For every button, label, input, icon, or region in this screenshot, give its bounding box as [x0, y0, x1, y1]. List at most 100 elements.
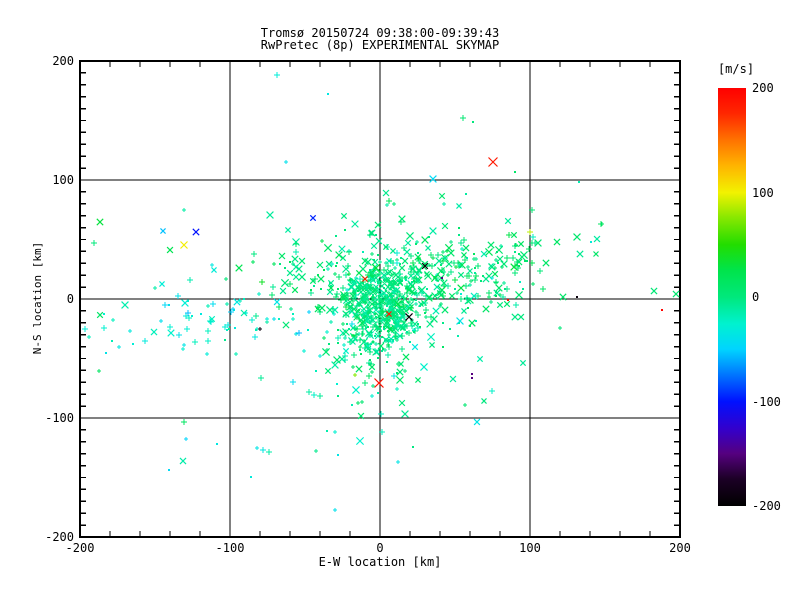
- data-point-plus: [386, 279, 392, 285]
- data-point-dot: [514, 251, 516, 253]
- data-point-plus: [311, 392, 317, 398]
- data-point-plus: [446, 273, 450, 277]
- data-point-cross: [353, 313, 361, 321]
- data-point-plus: [410, 260, 416, 266]
- data-point-plus: [370, 324, 376, 330]
- data-point-plus: [333, 508, 337, 512]
- data-point-plus: [414, 302, 418, 306]
- data-point-plus: [184, 326, 190, 332]
- data-point-plus: [379, 429, 385, 435]
- data-point-dot: [419, 326, 421, 328]
- data-point-plus: [272, 262, 276, 266]
- data-point-dot: [168, 304, 170, 306]
- data-point-dot: [578, 181, 580, 183]
- data-point-cross: [481, 398, 487, 404]
- data-point-plus: [185, 310, 191, 316]
- data-point-plus: [435, 252, 441, 258]
- data-point-cross: [179, 457, 187, 465]
- data-point-plus: [354, 276, 358, 280]
- data-point-cross: [327, 284, 335, 292]
- data-point-plus: [404, 275, 408, 279]
- data-point-cross: [415, 266, 423, 274]
- data-point-cross: [121, 301, 129, 309]
- data-point-plus: [181, 419, 187, 425]
- data-point-plus: [238, 299, 242, 303]
- data-point-dot: [372, 277, 374, 279]
- data-point-plus: [373, 323, 377, 327]
- data-point-dot: [362, 282, 364, 284]
- data-point-plus: [378, 291, 384, 297]
- data-point-cross: [355, 308, 361, 314]
- data-point-dot: [396, 297, 398, 299]
- data-point-plus: [306, 389, 312, 395]
- data-point-cross: [368, 363, 376, 371]
- data-point-dot: [327, 93, 329, 95]
- data-point-cross: [432, 307, 440, 315]
- data-point-cross: [398, 264, 406, 272]
- data-point-plus: [385, 352, 391, 358]
- data-point-plus: [231, 307, 235, 311]
- data-point-dot: [370, 331, 372, 333]
- data-point-cross: [441, 222, 449, 230]
- data-point-dot: [409, 341, 411, 343]
- data-point-plus: [367, 349, 373, 355]
- data-point-plus: [400, 276, 404, 280]
- data-point-plus: [441, 250, 445, 254]
- data-point-cross: [482, 305, 490, 313]
- data-point-plus: [494, 281, 498, 285]
- data-point-cross: [407, 272, 415, 280]
- data-point-plus: [392, 202, 396, 206]
- data-point-plus: [373, 272, 379, 278]
- data-point-plus: [408, 305, 414, 311]
- data-point-cross: [233, 298, 241, 306]
- data-point-plus: [289, 307, 293, 311]
- data-point-cross: [325, 260, 333, 268]
- data-point-dot: [465, 193, 467, 195]
- data-point-dot: [518, 265, 520, 267]
- data-point-plus: [401, 314, 407, 320]
- data-point-cross: [429, 342, 435, 348]
- data-point-cross: [352, 386, 360, 394]
- data-point-cross: [448, 292, 456, 300]
- data-point-cross: [396, 368, 404, 376]
- data-point-dot: [590, 241, 592, 243]
- data-point-cross: [364, 345, 372, 353]
- data-point-plus: [396, 362, 400, 366]
- data-point-plus: [537, 268, 543, 274]
- data-point-cross: [462, 244, 470, 252]
- data-point-plus: [463, 403, 467, 407]
- data-point-plus: [502, 281, 506, 285]
- data-point-cross: [394, 300, 402, 308]
- data-point-dot: [383, 326, 385, 328]
- data-point-dot: [474, 267, 476, 269]
- data-point-cross: [495, 284, 503, 292]
- data-point-cross: [409, 289, 415, 295]
- data-point-plus: [320, 239, 324, 243]
- data-point-dot: [449, 328, 451, 330]
- data-point-plus: [377, 331, 381, 335]
- data-point-dot: [348, 328, 350, 330]
- data-point-plus: [371, 295, 375, 299]
- data-point-dot: [224, 339, 226, 341]
- data-point-plus: [385, 263, 391, 269]
- data-point-plus: [395, 338, 399, 342]
- data-point-cross: [211, 267, 217, 273]
- data-point-cross: [374, 221, 382, 229]
- data-point-dot: [524, 260, 526, 262]
- data-point-dot: [373, 259, 375, 261]
- data-point-dot: [168, 469, 170, 471]
- data-point-cross: [488, 157, 498, 167]
- data-point-cross: [352, 336, 358, 342]
- data-point-plus: [455, 291, 459, 295]
- data-point-cross: [324, 367, 332, 375]
- data-point-plus: [342, 343, 346, 347]
- data-point-cross: [457, 284, 465, 292]
- data-point-cross: [500, 260, 508, 268]
- data-point-dot: [323, 269, 325, 271]
- data-point-dot: [377, 392, 379, 394]
- data-point-plus: [358, 345, 362, 349]
- data-point-plus: [210, 263, 214, 267]
- data-point-plus: [340, 285, 346, 291]
- data-point-plus: [181, 347, 185, 351]
